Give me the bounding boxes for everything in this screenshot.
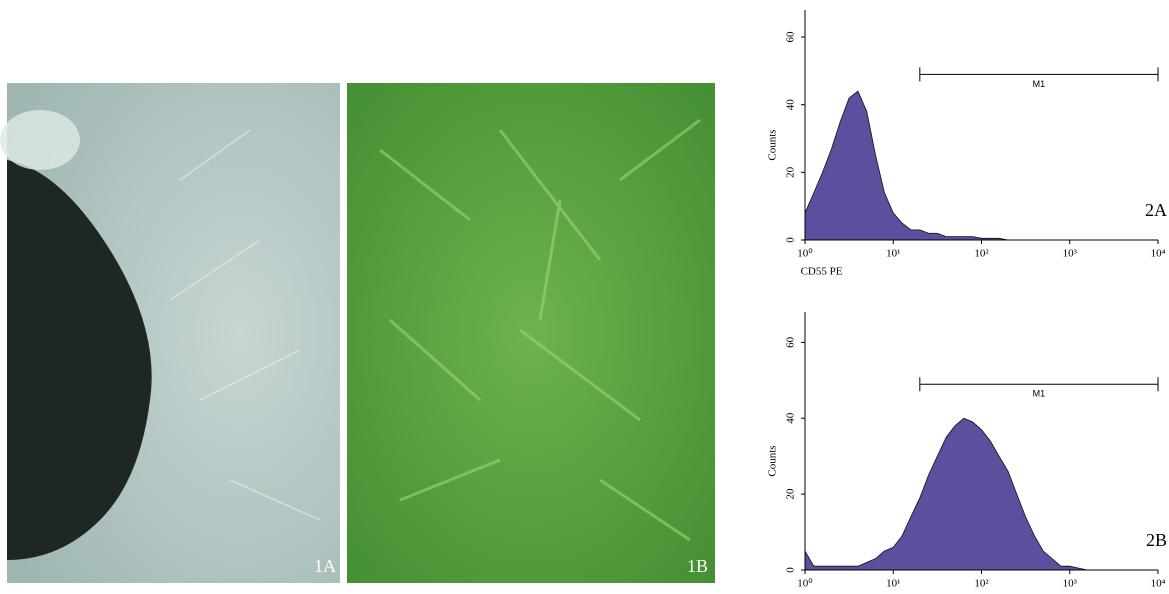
x-tick-label: 10⁴ [1151, 578, 1166, 589]
x-tick-label: 10³ [1063, 578, 1078, 589]
histogram [804, 417, 1158, 571]
x-tick-label: 10⁰ [797, 248, 813, 260]
y-tick-label: 20 [785, 488, 797, 500]
y-tick-label: 0 [785, 567, 797, 573]
x-tick-label: 10³ [1063, 248, 1078, 260]
y-tick-label: 20 [785, 166, 797, 178]
gate-label: M1 [1033, 79, 1046, 89]
y-tick-label: 40 [785, 412, 797, 424]
y-tick-label: 60 [785, 31, 797, 43]
panel-label: 2B [1146, 530, 1167, 550]
histogram [804, 90, 1158, 241]
x-tick-label: 10² [974, 578, 989, 589]
y-axis-label: Counts [767, 445, 779, 476]
x-axis-label: CD55 PE [801, 266, 843, 278]
x-tick-label: 10⁴ [1151, 248, 1166, 260]
photo-label: 1A [314, 556, 336, 576]
x-tick-label: 10¹ [886, 578, 900, 589]
x-tick-label: 10¹ [886, 248, 900, 260]
photo-label: 1B [687, 556, 708, 576]
photo-1b [347, 83, 715, 583]
y-tick-label: 0 [785, 237, 797, 243]
y-tick-label: 40 [785, 99, 797, 111]
photo-1a [0, 83, 340, 583]
y-tick-label: 60 [785, 336, 797, 348]
gate-label: M1 [1033, 389, 1046, 399]
y-axis-label: Counts [767, 129, 779, 160]
x-tick-label: 10⁰ [797, 578, 813, 589]
panel-label: 2A [1145, 200, 1167, 220]
x-tick-label: 10² [974, 248, 989, 260]
